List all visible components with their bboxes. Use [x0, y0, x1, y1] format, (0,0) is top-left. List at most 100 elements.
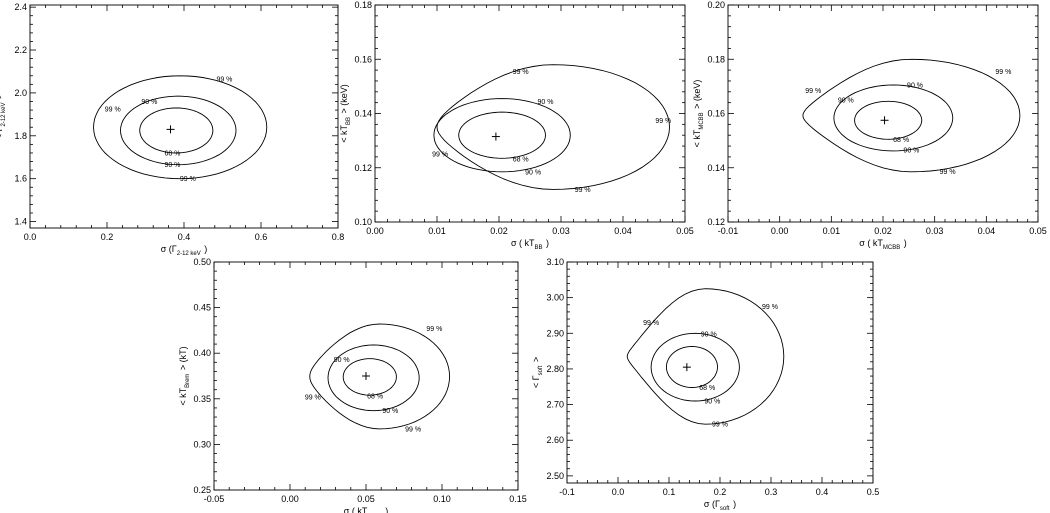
- x-tick-label: 0.4: [178, 232, 191, 242]
- x-tick-label: 0.05: [676, 226, 694, 236]
- x-tick-label: 0.00: [281, 494, 299, 504]
- y-tick-label: 0.35: [193, 394, 211, 404]
- contour-level-label: 99 %: [405, 426, 421, 433]
- contour-level-label: 99 %: [762, 304, 778, 311]
- contour-99-pct: [93, 75, 268, 180]
- y-tick-label: 2.60: [546, 435, 564, 445]
- x-tick-label: -0.05: [204, 494, 225, 504]
- y-axis-label: < kTBB > (keV): [339, 84, 352, 143]
- contour-99-pct: [802, 58, 1021, 173]
- contour-90-pct: [120, 95, 237, 166]
- x-axis-label: σ ( kTBB ): [511, 238, 549, 251]
- x-tick-label: 0.8: [332, 232, 345, 242]
- contour-panel-2: 0.00 0.01 0.02 0.03 0.04 0.05 0.10 0.12 0.14 0.16…: [339, 0, 694, 251]
- y-axis-label: < Γ2-12 keV >: [0, 94, 7, 140]
- contour-level-label: 99 %: [655, 118, 671, 125]
- y-tick-label: 0.20: [707, 0, 725, 10]
- contour-level-label: 99 %: [105, 106, 121, 113]
- contour-level-label: 99 %: [805, 88, 821, 95]
- best-fit-marker: [682, 363, 691, 372]
- x-tick-label: 0.01: [823, 226, 841, 236]
- contour-90-pct: [650, 332, 740, 402]
- y-tick-label: 0.25: [193, 485, 211, 495]
- contour-99-pct: [626, 288, 785, 425]
- x-tick-label: 0.3: [765, 487, 778, 497]
- y-axis-label: < kTMCBB > (keV): [692, 80, 705, 148]
- x-tick-label: 0.2: [101, 232, 114, 242]
- contour-level-label: 68 %: [513, 157, 529, 164]
- x-tick-label: 0.0: [612, 487, 625, 497]
- contour-68-pct: [458, 111, 546, 159]
- contour-level-label: 99 %: [712, 422, 728, 429]
- plot-frame: [727, 4, 1039, 223]
- plot-frame: [29, 4, 339, 229]
- contour-99-pct: [309, 323, 451, 430]
- y-tick-label: 2.2: [14, 45, 27, 55]
- contour-level-label: 90 %: [538, 99, 554, 106]
- contour-level-label: 90 %: [838, 97, 854, 104]
- contour-level-label: 99 %: [575, 187, 591, 194]
- contour-level-label: 99 %: [513, 69, 529, 76]
- x-axis-label: σ ( kTBrem ): [344, 506, 388, 513]
- contour-level-label: 99 %: [432, 152, 448, 159]
- contour-90-pct: [327, 344, 420, 412]
- y-tick-label: 1.8: [14, 131, 27, 141]
- x-tick-label: 0.01: [428, 226, 446, 236]
- contour-level-label: 99 %: [426, 326, 442, 333]
- plot-frame: [566, 261, 874, 484]
- x-tick-label: 0.5: [867, 487, 880, 497]
- y-axis-label: < Γsoft >: [531, 357, 544, 388]
- contour-90-pct: [833, 84, 954, 152]
- x-axis-label: σ (Γsoft ): [704, 499, 736, 512]
- x-tick-label: 0.05: [357, 494, 375, 504]
- contour-68-pct: [854, 100, 923, 140]
- y-tick-label: 2.90: [546, 328, 564, 338]
- x-tick-label: 0.4: [816, 487, 829, 497]
- best-fit-marker: [362, 372, 370, 380]
- y-tick-label: 0.16: [354, 54, 372, 64]
- contour-level-label: 99 %: [643, 320, 659, 327]
- best-fit-marker: [880, 116, 889, 125]
- x-tick-label: -0.01: [718, 226, 739, 236]
- y-axis-label: < kTBrem > (kT): [178, 346, 191, 405]
- x-tick-label: 0.15: [509, 494, 527, 504]
- contour-panel-3: -0.01 0.00 0.01 0.02 0.03 0.04 0.05 0.12 0.14 0.1…: [692, 0, 1047, 251]
- x-tick-label: 0.2: [714, 487, 727, 497]
- y-tick-label: 0.12: [707, 217, 725, 227]
- contour-level-label: 90 %: [701, 332, 717, 339]
- contour-level-label: 90 %: [334, 357, 350, 364]
- y-tick-label: 2.70: [546, 400, 564, 410]
- y-tick-label: 1.6: [14, 174, 27, 184]
- contour-level-label: 99 %: [216, 76, 232, 83]
- x-axis-label: σ (Γ2-12 keV ): [161, 244, 208, 257]
- contour-68-pct: [666, 346, 718, 388]
- contour-90-pct: [433, 98, 571, 173]
- y-tick-label: 0.40: [193, 348, 211, 358]
- best-fit-marker: [166, 125, 175, 134]
- x-tick-label: 0.02: [874, 226, 892, 236]
- y-tick-label: 3.10: [546, 257, 564, 267]
- y-tick-label: 2.50: [546, 471, 564, 481]
- y-tick-label: 3.00: [546, 293, 564, 303]
- x-tick-label: 0.05: [1029, 226, 1047, 236]
- contour-level-label: 90 %: [164, 162, 180, 169]
- contour-panel-4: -0.05 0.00 0.05 0.10 0.15 0.25 0.30 0.35 0.40 0.4…: [178, 257, 527, 513]
- y-tick-label: 2.80: [546, 364, 564, 374]
- x-tick-label: 0.6: [255, 232, 268, 242]
- contour-level-label: 99 %: [995, 69, 1011, 76]
- contour-level-label: 68 %: [699, 385, 715, 392]
- y-tick-label: 2.0: [14, 88, 27, 98]
- x-axis-label: σ ( kTMCBB ): [859, 238, 906, 251]
- y-tick-label: 0.16: [707, 109, 725, 119]
- y-tick-label: 0.50: [193, 257, 211, 267]
- x-tick-label: 0.04: [978, 226, 996, 236]
- y-tick-label: 0.30: [193, 439, 211, 449]
- x-tick-label: 0.03: [552, 226, 570, 236]
- contour-level-label: 99 %: [305, 394, 321, 401]
- contour-99-pct: [436, 64, 670, 190]
- x-tick-label: 0.00: [366, 226, 384, 236]
- x-tick-label: 0.10: [433, 494, 451, 504]
- y-tick-label: 0.10: [354, 217, 372, 227]
- x-tick-label: 0.00: [771, 226, 789, 236]
